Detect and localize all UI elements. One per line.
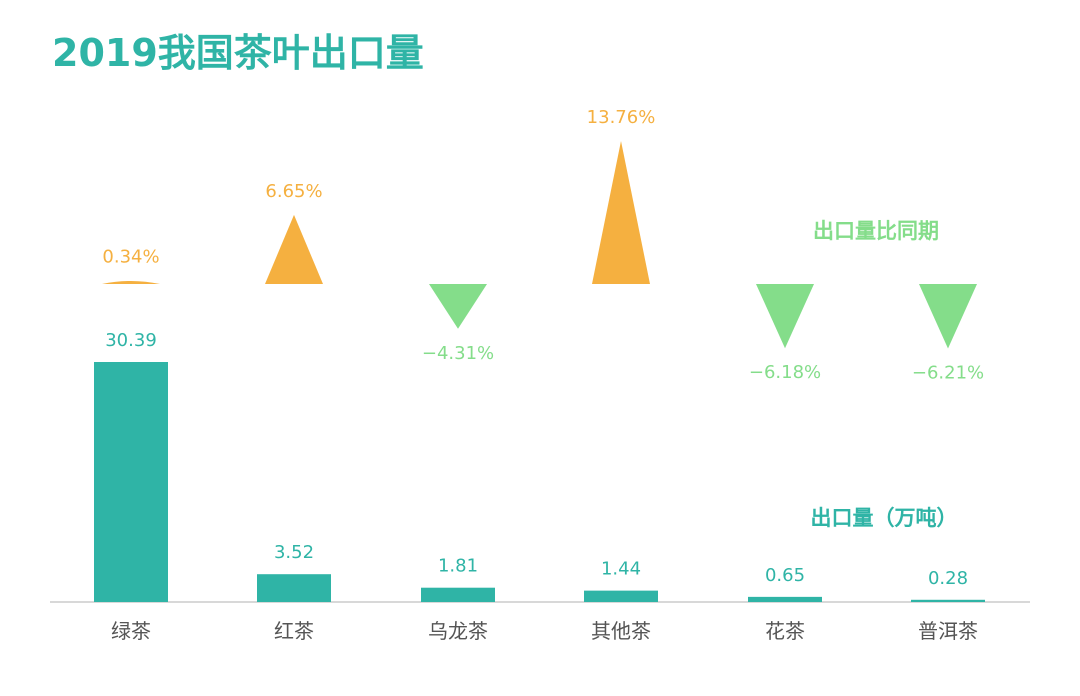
change-label-0: 0.34% bbox=[102, 246, 159, 267]
change-triangle-1 bbox=[265, 214, 323, 284]
change-triangle-5 bbox=[919, 284, 977, 349]
category-label-0: 绿茶 bbox=[111, 619, 151, 643]
change-label-2: −4.31% bbox=[422, 343, 494, 364]
change-label-4: −6.18% bbox=[749, 362, 821, 383]
category-label-2: 乌龙茶 bbox=[428, 619, 488, 643]
bar-label-3: 1.44 bbox=[601, 559, 641, 580]
bar-label-1: 3.52 bbox=[274, 542, 314, 563]
category-label-4: 花茶 bbox=[765, 619, 805, 643]
change-label-1: 6.65% bbox=[265, 181, 322, 202]
change-triangle-2 bbox=[429, 284, 487, 329]
category-label-3: 其他茶 bbox=[591, 619, 651, 643]
bar-4 bbox=[748, 596, 822, 602]
bar-label-2: 1.81 bbox=[438, 556, 478, 577]
bar-5 bbox=[911, 599, 985, 602]
bar-label-5: 0.28 bbox=[928, 568, 968, 589]
category-label-5: 普洱茶 bbox=[918, 619, 978, 643]
legend-volume: 出口量（万吨） bbox=[811, 506, 958, 530]
chart-title: 2019我国茶叶出口量 bbox=[52, 31, 424, 75]
bar-3 bbox=[584, 590, 658, 602]
bar-1 bbox=[257, 574, 331, 602]
bar-label-0: 30.39 bbox=[105, 330, 157, 351]
legend-change: 出口量比同期 bbox=[813, 219, 939, 243]
change-label-3: 13.76% bbox=[587, 107, 656, 128]
change-triangle-0 bbox=[102, 281, 160, 284]
change-triangle-4 bbox=[756, 284, 814, 349]
change-label-5: −6.21% bbox=[912, 363, 984, 384]
bar-2 bbox=[421, 587, 495, 602]
change-triangle-3 bbox=[592, 141, 650, 284]
bar-label-4: 0.65 bbox=[765, 565, 805, 586]
category-label-1: 红茶 bbox=[274, 619, 314, 643]
bar-0 bbox=[94, 362, 168, 602]
